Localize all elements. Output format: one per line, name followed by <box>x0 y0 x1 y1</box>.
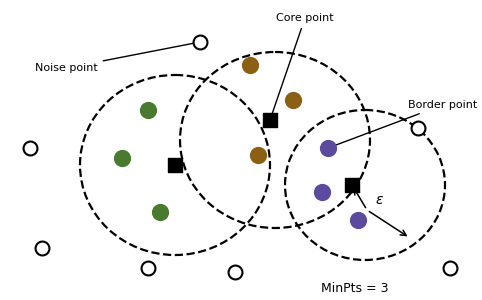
Text: Border point: Border point <box>331 100 477 147</box>
Point <box>324 146 332 150</box>
Text: MinPts = 3: MinPts = 3 <box>321 281 389 295</box>
Point <box>354 218 362 222</box>
Point <box>144 108 152 112</box>
Point <box>266 118 274 122</box>
Text: Noise point: Noise point <box>35 43 197 73</box>
Point <box>348 183 356 188</box>
Point <box>26 146 34 150</box>
Point <box>318 190 326 194</box>
Point <box>171 163 179 167</box>
Point <box>254 153 262 158</box>
Text: $\varepsilon$: $\varepsilon$ <box>375 193 384 207</box>
Point <box>246 63 254 68</box>
Text: Core point: Core point <box>271 13 334 117</box>
Point <box>414 126 422 130</box>
Point <box>446 266 454 270</box>
Point <box>289 98 297 102</box>
Point <box>38 246 46 250</box>
Point <box>196 40 204 44</box>
Point <box>231 270 239 274</box>
Point <box>144 266 152 270</box>
Point <box>156 210 164 214</box>
Point <box>118 156 126 161</box>
